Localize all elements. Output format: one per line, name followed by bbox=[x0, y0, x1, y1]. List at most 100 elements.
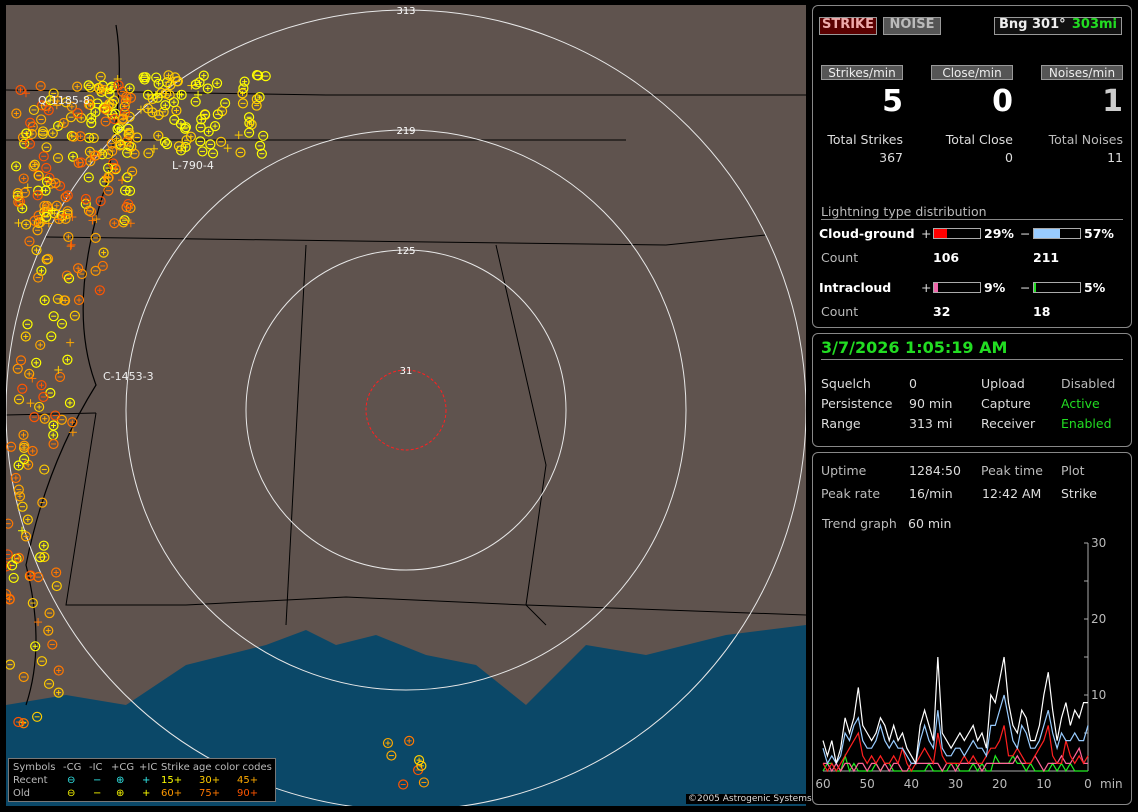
strike-symbol bbox=[97, 260, 108, 272]
uptime-value: 1284:50 bbox=[909, 463, 961, 478]
range-ring-label: 313 bbox=[396, 6, 415, 17]
strike-circle bbox=[109, 218, 120, 229]
strike-circle bbox=[60, 97, 72, 108]
strike-symbol bbox=[104, 88, 115, 99]
strike-symbol bbox=[118, 176, 127, 185]
strike-circle bbox=[22, 319, 33, 330]
strike-symbol bbox=[256, 148, 267, 159]
strike-circle bbox=[104, 88, 115, 99]
strike-circle bbox=[38, 391, 49, 403]
strike-circle bbox=[29, 412, 40, 423]
total-close-label: Total Close bbox=[945, 132, 1013, 147]
plot-value[interactable]: Strike bbox=[1061, 486, 1097, 501]
strike-symbol bbox=[66, 242, 75, 251]
stats-panel: Uptime 1284:50 Peak time Plot Peak rate … bbox=[812, 452, 1132, 805]
strike-symbol bbox=[18, 671, 29, 683]
strike-symbol bbox=[8, 572, 19, 584]
strike-circle bbox=[43, 105, 54, 116]
strike-circle bbox=[47, 128, 58, 139]
range-ring bbox=[365, 369, 447, 451]
noises-per-min-button[interactable]: Noises/min bbox=[1041, 65, 1123, 80]
strike-circle bbox=[237, 98, 249, 109]
strike-symbol bbox=[51, 200, 62, 211]
strike-circle bbox=[12, 190, 23, 201]
strike-circle bbox=[53, 687, 64, 698]
storm-label[interactable]: C-1453-3 bbox=[103, 370, 154, 383]
strike-circle bbox=[37, 497, 48, 508]
map-canvas[interactable]: 31 125 219 313 bbox=[6, 5, 806, 806]
strike-circle bbox=[122, 147, 133, 158]
strike-symbol bbox=[47, 639, 58, 650]
strike-circle bbox=[138, 72, 149, 83]
strike-symbol bbox=[12, 363, 23, 374]
strike-symbol bbox=[10, 472, 21, 484]
strike-symbol bbox=[181, 135, 192, 146]
plus-sign: + bbox=[921, 226, 932, 241]
close-per-min-button[interactable]: Close/min bbox=[931, 65, 1013, 80]
strike-symbol bbox=[65, 112, 77, 123]
strike-symbol bbox=[27, 445, 38, 457]
x-tick-label: 0 bbox=[1084, 777, 1092, 791]
strike-circle bbox=[153, 78, 164, 89]
strike-circle bbox=[386, 750, 397, 761]
strike-circle bbox=[35, 80, 46, 92]
noise-button[interactable]: NOISE bbox=[883, 17, 941, 35]
strike-symbol bbox=[36, 656, 48, 667]
strike-circle bbox=[48, 438, 59, 450]
strike-symbol bbox=[32, 272, 44, 283]
strike-symbol bbox=[36, 114, 47, 125]
ic-negative-bar bbox=[1033, 282, 1081, 293]
strike-symbol bbox=[19, 440, 30, 451]
strike-symbol bbox=[62, 190, 73, 201]
strike-symbol bbox=[21, 128, 32, 139]
strike-symbol bbox=[38, 151, 49, 162]
strike-circle bbox=[6, 518, 14, 529]
strike-symbol bbox=[7, 560, 18, 571]
storm-label[interactable]: L-790-4 bbox=[172, 159, 214, 172]
strike-symbol bbox=[195, 122, 206, 133]
strike-circle bbox=[73, 157, 84, 169]
minus-icon: − bbox=[93, 788, 102, 799]
strike-symbol bbox=[63, 273, 75, 284]
strike-circle bbox=[102, 162, 114, 174]
storm-label[interactable]: Q-1185-8 bbox=[38, 94, 90, 107]
strike-circle bbox=[6, 594, 15, 605]
strike-circle bbox=[237, 88, 248, 99]
status-v2: Active bbox=[1061, 396, 1100, 411]
strike-symbol bbox=[414, 755, 425, 766]
age-code: 30+ bbox=[199, 775, 221, 786]
strikes-per-min-button[interactable]: Strikes/min bbox=[821, 65, 903, 80]
strike-map[interactable]: 31 125 219 313 Q-1185-8 L-790-4 C-1453-3 bbox=[6, 5, 806, 806]
strike-circle bbox=[29, 215, 40, 226]
strike-circle bbox=[95, 195, 106, 207]
strike-symbol bbox=[171, 105, 182, 116]
strike-circle bbox=[67, 151, 79, 162]
strike-circle bbox=[62, 354, 73, 365]
strike-button[interactable]: STRIKE bbox=[819, 17, 877, 35]
strike-circle bbox=[416, 760, 427, 771]
strikes-per-min-value: 5 bbox=[882, 84, 903, 119]
strike-circle bbox=[181, 135, 192, 146]
strike-circle bbox=[190, 96, 201, 107]
strike-circle bbox=[254, 140, 266, 151]
distance-value: 303mi bbox=[1071, 17, 1117, 32]
strike-circle bbox=[48, 311, 59, 322]
trend-graph-value[interactable]: 60 min bbox=[908, 516, 952, 531]
strike-circle bbox=[21, 219, 32, 230]
strike-circle bbox=[6, 659, 16, 670]
x-tick-label: 20 bbox=[992, 777, 1007, 791]
strike-symbol bbox=[404, 735, 415, 746]
river bbox=[25, 24, 120, 706]
strike-circle bbox=[38, 540, 49, 551]
strike-symbol bbox=[13, 394, 25, 405]
strike-circle bbox=[75, 131, 86, 142]
status-k1: Squelch bbox=[821, 376, 871, 391]
strike-symbol bbox=[38, 540, 49, 551]
strike-circle bbox=[172, 76, 183, 87]
strike-symbol bbox=[194, 90, 203, 99]
strike-symbol bbox=[175, 118, 186, 129]
strike-symbol bbox=[83, 99, 95, 110]
strike-circle bbox=[123, 198, 134, 210]
strike-circle bbox=[38, 151, 49, 162]
age-code: 15+ bbox=[161, 775, 183, 786]
